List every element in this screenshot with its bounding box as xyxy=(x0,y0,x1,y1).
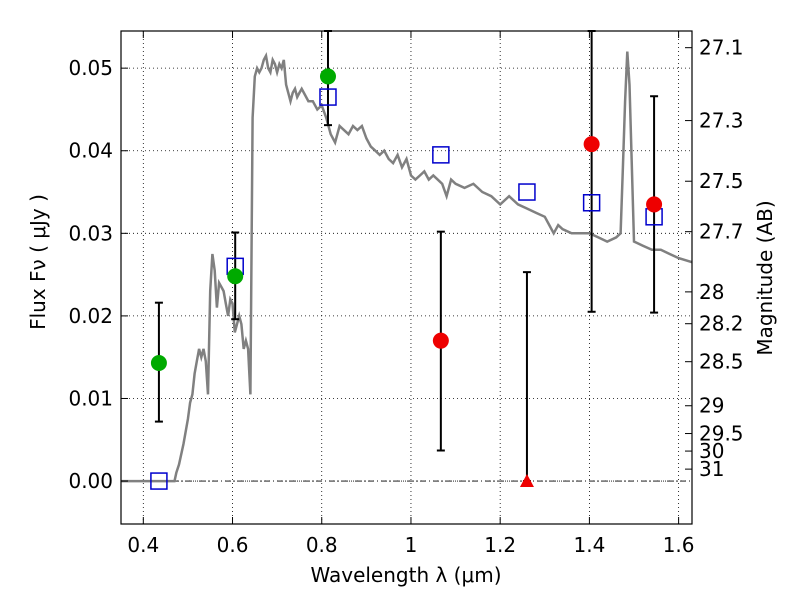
grid-lines xyxy=(121,31,692,524)
x-tick-label: 1 xyxy=(405,533,418,557)
y-tick-label: 0.00 xyxy=(68,469,113,493)
mag-tick-label: 28.2 xyxy=(699,312,744,336)
axis-ticks: 0.4 0.6 0.8 1 1.2 1.4 1.6 0.00 0.01 0.02 0.03 0.04 0… xyxy=(68,31,744,557)
mag-tick-label: 28 xyxy=(699,280,724,304)
detection-point xyxy=(150,354,167,371)
x-axis-label: Wavelength λ (μm) xyxy=(310,563,501,587)
x-tick-label: 1.2 xyxy=(484,533,516,557)
y-tick-label: 0.02 xyxy=(68,304,113,328)
detection-point xyxy=(319,68,336,85)
y-tick-label: 0.05 xyxy=(68,56,113,80)
mag-tick-label: 28.5 xyxy=(699,350,744,374)
model-photometry-square xyxy=(432,146,450,164)
model-photometry-square xyxy=(518,183,536,201)
y-tick-label: 0.04 xyxy=(68,139,113,163)
mag-tick-label: 27.7 xyxy=(699,220,744,244)
detection-point xyxy=(227,268,244,285)
mag-tick-label: 27.1 xyxy=(699,36,744,60)
ir-measurement-point xyxy=(583,136,600,153)
mag-tick-label: 30 xyxy=(699,439,724,463)
x-tick-label: 1.4 xyxy=(573,533,605,557)
mag-tick-label: 29 xyxy=(699,394,724,418)
data-points xyxy=(150,30,663,490)
mag-tick-label: 29.5 xyxy=(699,422,744,446)
model-photometry-square xyxy=(319,88,337,106)
x-tick-label: 0.6 xyxy=(217,533,249,557)
x-tick-label: 0.4 xyxy=(127,533,159,557)
ir-measurement-point xyxy=(432,332,449,349)
upper-limit-triangle xyxy=(519,474,534,488)
x-tick-label: 1.6 xyxy=(663,533,695,557)
model-spectrum-line xyxy=(121,51,692,483)
plot-frame xyxy=(120,30,693,525)
ir-measurement-point xyxy=(646,196,663,213)
mag-tick-label: 27.3 xyxy=(699,109,744,133)
model-photometry-square xyxy=(150,472,168,490)
y-tick-label: 0.01 xyxy=(68,386,113,410)
y-axis-label: Flux Fν ( μJy ) xyxy=(26,194,50,330)
x-tick-label: 0.8 xyxy=(306,533,338,557)
y-tick-label: 0.03 xyxy=(68,221,113,245)
mag-tick-label: 31 xyxy=(699,457,724,481)
y2-axis-label: Magnitude (AB) xyxy=(753,200,777,355)
model-photometry-square xyxy=(582,194,601,212)
mag-tick-label: 27.5 xyxy=(699,169,744,193)
